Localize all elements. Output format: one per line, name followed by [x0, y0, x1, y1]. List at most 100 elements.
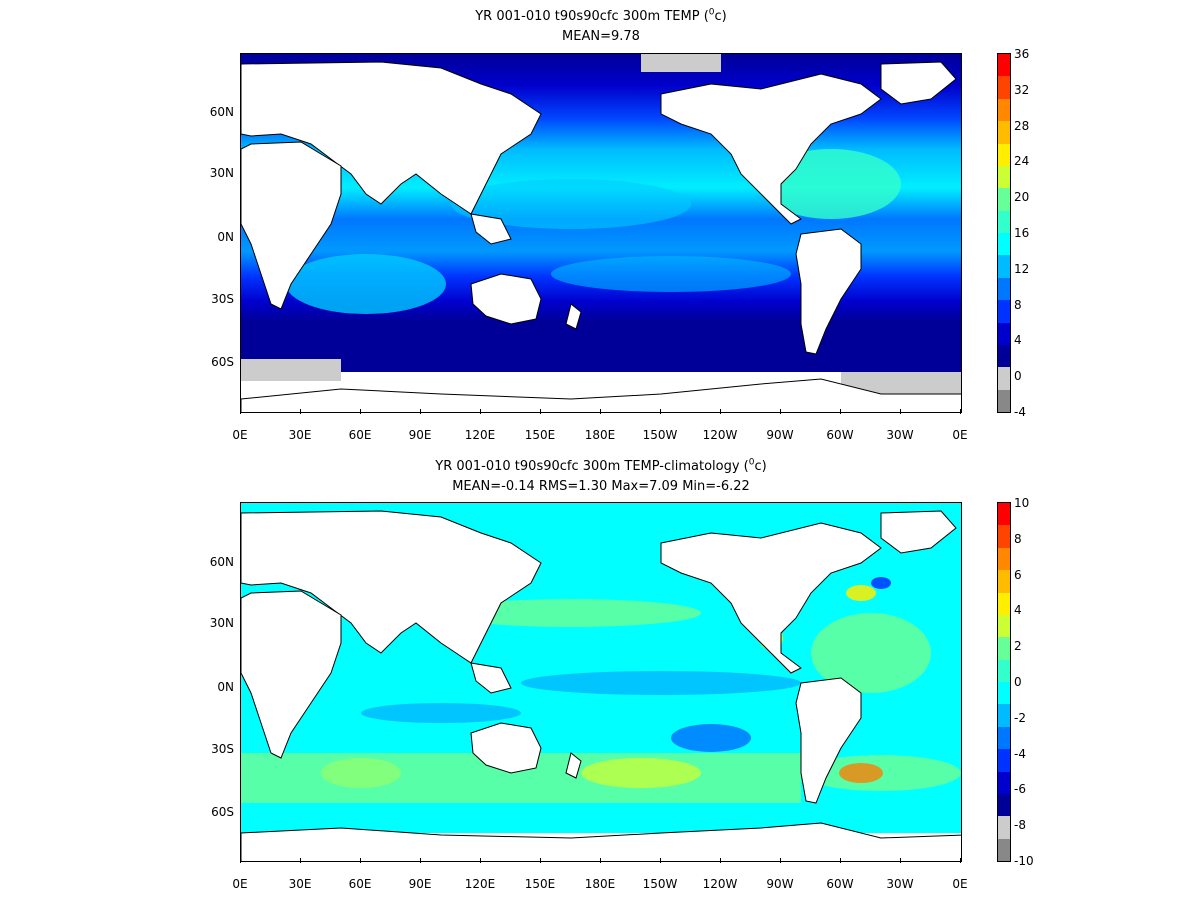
- lon-tick: [480, 409, 481, 414]
- lon-label: 90E: [408, 877, 432, 891]
- colorbar-swatch: [998, 389, 1010, 412]
- lat-label: 0N: [217, 230, 234, 244]
- colorbar-swatch: [998, 726, 1010, 750]
- colorbar-label: -2: [1014, 710, 1026, 725]
- colorbar-swatch: [998, 143, 1010, 166]
- colorbar-label: 32: [1014, 82, 1030, 97]
- colorbar-label: 24: [1014, 154, 1030, 169]
- colorbar-swatch: [998, 816, 1010, 839]
- antarctica-land: [241, 822, 961, 861]
- australia-land: [470, 722, 542, 774]
- lat-label: 60N: [209, 105, 234, 119]
- lon-tick: [360, 858, 361, 863]
- lon-tick: [240, 858, 241, 863]
- lon-label: 60W: [826, 428, 854, 442]
- lon-tick: [660, 858, 661, 863]
- panel-1-colorbar: [997, 53, 1011, 413]
- colorbar-swatch: [998, 54, 1010, 77]
- colorbar-swatch: [998, 637, 1010, 660]
- colorbar-swatch: [998, 121, 1010, 144]
- lon-label: 30W: [886, 428, 914, 442]
- colorbar-label: 10: [1014, 496, 1030, 510]
- greenland-land: [880, 61, 957, 105]
- colorbar-label: 4: [1014, 333, 1022, 348]
- greenland-land: [880, 510, 957, 554]
- lon-tick: [600, 858, 601, 863]
- lon-label: 90W: [766, 428, 794, 442]
- lon-tick: [420, 858, 421, 863]
- colorbar-swatch: [998, 525, 1010, 548]
- lon-tick: [900, 858, 901, 863]
- lon-label: 60E: [348, 877, 372, 891]
- colorbar-swatch: [998, 255, 1010, 278]
- lon-label: 30W: [886, 877, 914, 891]
- lon-label: 150E: [524, 877, 556, 891]
- lon-label: 120W: [702, 877, 738, 891]
- eurasia-land: [241, 510, 542, 664]
- colorbar-swatch: [998, 210, 1010, 233]
- colorbar-label: 8: [1014, 531, 1022, 546]
- lon-tick: [840, 409, 841, 414]
- colorbar-swatch: [998, 188, 1010, 211]
- lat-label: 30N: [209, 616, 234, 630]
- lon-tick: [840, 858, 841, 863]
- lon-tick: [600, 409, 601, 414]
- lon-tick: [540, 409, 541, 414]
- lon-tick: [780, 409, 781, 414]
- colorbar-label: 0: [1014, 369, 1022, 384]
- lon-label: 0E: [232, 428, 248, 442]
- lon-label: 120W: [702, 428, 738, 442]
- lon-tick: [900, 409, 901, 414]
- colorbar-label: -4: [1014, 746, 1026, 761]
- lon-label: 120E: [464, 877, 496, 891]
- colorbar-swatch: [998, 344, 1010, 368]
- lat-label: 60S: [211, 805, 234, 819]
- panel-2-colorbar: [997, 502, 1011, 862]
- colorbar-label: 4: [1014, 603, 1022, 618]
- north-america-land: [660, 73, 882, 225]
- lon-tick: [420, 409, 421, 414]
- colorbar-label: -6: [1014, 782, 1026, 797]
- colorbar-swatch: [998, 614, 1010, 638]
- lat-label: 30S: [211, 292, 234, 306]
- lat-label: 30N: [209, 166, 234, 180]
- lat-label: 0N: [217, 680, 234, 694]
- lon-tick: [720, 858, 721, 863]
- colorbar-label: 20: [1014, 190, 1030, 205]
- lon-label: 90E: [408, 428, 432, 442]
- lon-label: 150E: [524, 428, 556, 442]
- lon-label: 60W: [826, 877, 854, 891]
- colorbar-swatch: [998, 76, 1010, 99]
- colorbar-label: 16: [1014, 226, 1030, 240]
- lon-tick: [360, 409, 361, 414]
- australia-land: [470, 273, 542, 325]
- colorbar-swatch: [998, 165, 1010, 189]
- lon-label: 150W: [642, 428, 678, 442]
- lon-tick: [960, 858, 961, 863]
- north-america-land: [660, 522, 882, 674]
- colorbar-swatch: [998, 233, 1010, 256]
- colorbar-swatch: [998, 682, 1010, 705]
- panel-2-map: [240, 502, 962, 862]
- lon-label: 60E: [348, 428, 372, 442]
- lat-label: 60S: [211, 355, 234, 369]
- colorbar-swatch: [998, 98, 1010, 122]
- lon-tick: [300, 409, 301, 414]
- colorbar-swatch: [998, 793, 1010, 817]
- colorbar-swatch: [998, 659, 1010, 682]
- colorbar-label: 12: [1014, 261, 1030, 276]
- colorbar-swatch: [998, 749, 1010, 772]
- lon-label: 30E: [288, 877, 312, 891]
- lat-label: 30S: [211, 742, 234, 756]
- colorbar-label: 28: [1014, 118, 1030, 133]
- panel-2-title: YR 001-010 t90s90cfc 300m TEMP-climatolo…: [435, 457, 767, 474]
- lon-tick: [480, 858, 481, 863]
- lon-label: 0E: [232, 877, 248, 891]
- panel-1-title: YR 001-010 t90s90cfc 300m TEMP (0c): [475, 7, 727, 24]
- colorbar-label: 2: [1014, 639, 1022, 654]
- colorbar-swatch: [998, 592, 1010, 615]
- lon-label: 120E: [464, 428, 496, 442]
- antarctica-land: [241, 378, 961, 412]
- colorbar-swatch: [998, 277, 1010, 301]
- lon-tick: [540, 858, 541, 863]
